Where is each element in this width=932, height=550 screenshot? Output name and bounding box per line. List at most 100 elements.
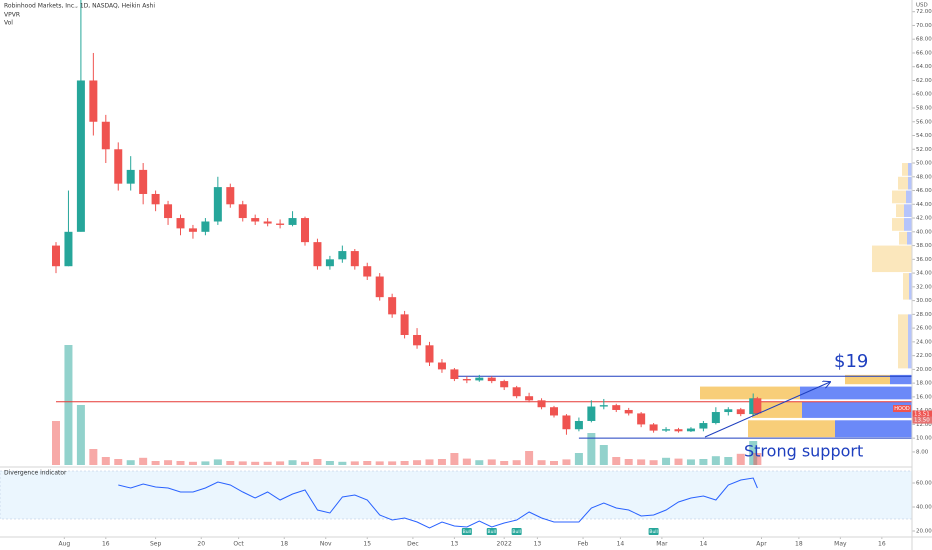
candle-body [226, 187, 235, 205]
candle-body [201, 221, 210, 232]
x-tick-label: Feb [578, 541, 589, 548]
profile-down [899, 231, 907, 245]
volume-bar [238, 461, 247, 465]
candle-body [562, 415, 571, 430]
volume-bar [52, 421, 60, 465]
volume-bar [251, 461, 260, 465]
y-tick-label: 40.00 [916, 229, 932, 235]
annotation: $19 [834, 351, 868, 372]
candle-body [699, 423, 708, 429]
volume-bar [450, 453, 459, 465]
profile-down [700, 386, 800, 400]
candle-body [574, 420, 583, 430]
candle-body [674, 429, 683, 432]
profile-up [908, 163, 912, 176]
candle-body [164, 204, 173, 219]
candle-body [363, 266, 372, 277]
candle-body [89, 80, 98, 122]
volume-bar [699, 459, 708, 465]
candle-body [437, 362, 446, 370]
profile-down [892, 218, 904, 231]
volume-bar [76, 405, 85, 465]
volume-bar [164, 460, 173, 465]
y-tick-label: 60.00 [916, 92, 932, 98]
volume-bar [487, 459, 496, 465]
candle-body [686, 428, 695, 432]
volume-bar [400, 461, 409, 465]
vpvr-label: VPVR [4, 12, 20, 19]
volume-bar [662, 457, 671, 465]
candle-body [711, 412, 720, 424]
candle-body [400, 314, 409, 335]
candle-body [114, 149, 123, 184]
profile-down [903, 273, 909, 300]
trend-arrow [704, 382, 830, 438]
candle-body [375, 276, 384, 298]
x-tick-label: Mar [656, 541, 668, 548]
signal-label: Bull [463, 529, 471, 535]
candle-body [450, 369, 459, 380]
volume-bar [176, 461, 185, 465]
candle-body [736, 409, 745, 415]
profile-up [800, 386, 912, 400]
candle-body [52, 245, 60, 267]
profile-up [835, 420, 912, 438]
candle-body [288, 218, 297, 225]
x-tick-label: 16 [102, 541, 110, 548]
x-tick-label: 2022 [497, 541, 512, 548]
price-tag [912, 410, 932, 418]
profile-up [904, 204, 912, 218]
x-tick-label: Apr [756, 541, 767, 548]
candle-body [126, 169, 135, 184]
y-tick-label: 44.00 [916, 202, 932, 208]
y-tick-label: 40.00 [916, 505, 932, 511]
volume-bar [363, 461, 372, 465]
volume-bar [350, 461, 359, 465]
candle-body [76, 80, 85, 232]
y-tick-label: 48.00 [916, 174, 932, 180]
y-tick-label: 8.00 [916, 449, 929, 455]
y-tick-label: 72.00 [916, 9, 932, 15]
y-tick-label: 66.00 [916, 50, 932, 56]
profile-down [748, 420, 835, 438]
y-tick-label: 28.00 [916, 312, 932, 318]
candle-body [525, 396, 534, 401]
y-tick-label: 64.00 [916, 64, 932, 70]
annotation: Strong support [744, 442, 863, 461]
candle-body [624, 409, 633, 414]
y-tick-label: 68.00 [916, 37, 932, 43]
volume-bar [89, 449, 98, 465]
price-pane [52, 0, 912, 465]
candle-body [350, 251, 359, 267]
x-tick-label: Dec [407, 541, 419, 548]
candle-body [388, 297, 397, 315]
y-tick-label: 34.00 [916, 271, 932, 277]
candle-body [462, 379, 471, 381]
candle-body [425, 345, 434, 363]
volume-bar [437, 459, 446, 465]
y-tick-label: 54.00 [916, 133, 932, 139]
volume-bar [612, 457, 621, 465]
volume-bar [512, 460, 521, 465]
candle-body [612, 405, 621, 410]
price-tag [912, 416, 932, 424]
volume-bar [550, 461, 558, 465]
x-tick-label: Aug [58, 541, 70, 548]
volume-bar [388, 461, 397, 465]
signal-badge [461, 528, 472, 535]
x-tick-label: 13 [534, 541, 542, 548]
x-tick-label: 18 [280, 541, 288, 548]
y-tick-label: 32.00 [916, 284, 932, 290]
signal-label: Bull [488, 529, 496, 535]
candle-body [213, 187, 222, 222]
volume-bar [263, 461, 272, 465]
signal-badge [486, 528, 497, 535]
candle-body [512, 387, 521, 397]
y-tick-label: 26.00 [916, 326, 932, 332]
y-tick-label: 50.00 [916, 161, 932, 167]
signal-label: Bull [649, 529, 657, 535]
price-tag-label: 13.50 [914, 418, 930, 424]
x-tick-label: 14 [617, 541, 625, 548]
y-tick-label: 16.00 [916, 394, 932, 400]
